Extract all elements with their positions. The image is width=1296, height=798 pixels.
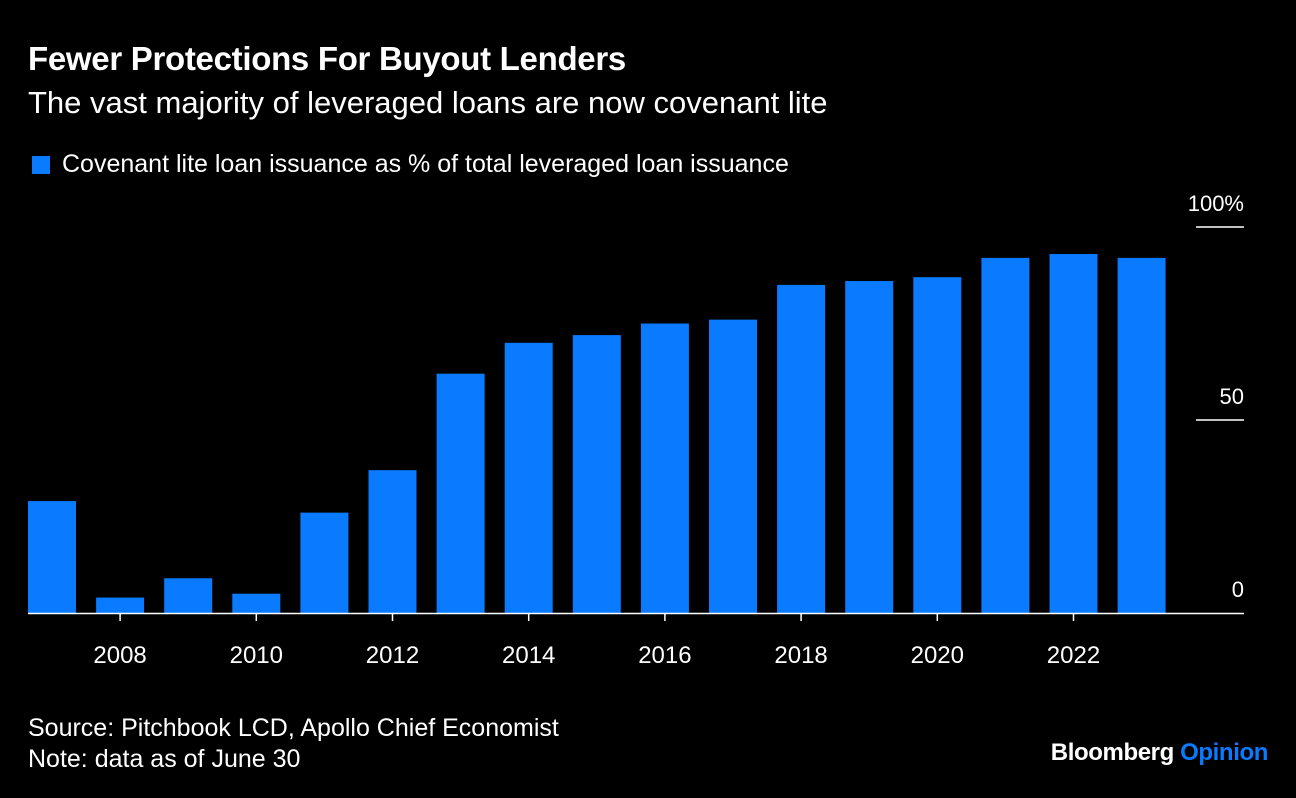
legend-swatch [32,155,50,174]
bar-2008 [96,597,145,613]
bar-2023 [1117,257,1166,613]
y-tick-label: 50 [1220,384,1244,409]
bar-2007 [28,501,76,613]
bar-2012 [368,470,417,613]
chart-title: Fewer Protections For Buyout Lenders [28,40,626,77]
bar-2011 [300,512,349,613]
note-text: Note: data as of June 30 [28,745,301,773]
x-tick-label: 2018 [774,642,827,669]
source-note: Source: Pitchbook LCD, Apollo Chief Econ… [28,713,559,775]
y-tick-label: 0 [1232,577,1244,602]
legend-label: Covenant lite loan issuance as % of tota… [62,150,789,178]
brand-main: Bloomberg [1050,739,1174,766]
x-tick-label: 2016 [638,642,691,669]
x-tick-label: 2008 [93,642,146,669]
x-tick-label: 2022 [1047,642,1100,669]
y-tick-label: 100% [1188,191,1244,216]
bar-2022 [1049,254,1098,613]
legend: Covenant lite loan issuance as % of tota… [32,150,789,179]
bar-2010 [232,593,281,613]
x-tick-label: 2012 [366,642,419,669]
bar-2021 [981,257,1030,613]
x-tick-label: 2020 [911,642,964,669]
brand-accent: Opinion [1180,739,1268,766]
bar-2013 [436,373,485,613]
x-tick-label: 2014 [502,642,555,669]
bar-2018 [777,284,826,613]
brand-logo: Bloomberg Opinion [1050,739,1269,767]
bar-2020 [913,277,962,613]
chart-subtitle: The vast majority of leveraged loans are… [28,85,828,120]
bar-2014 [504,342,553,613]
bar-2009 [164,578,213,613]
x-tick-label: 2010 [230,642,283,669]
source-text: Source: Pitchbook LCD, Apollo Chief Econ… [28,714,559,742]
bar-2019 [845,281,894,613]
bar-2015 [572,335,621,613]
bar-2017 [709,319,757,613]
bar-2016 [640,323,689,613]
